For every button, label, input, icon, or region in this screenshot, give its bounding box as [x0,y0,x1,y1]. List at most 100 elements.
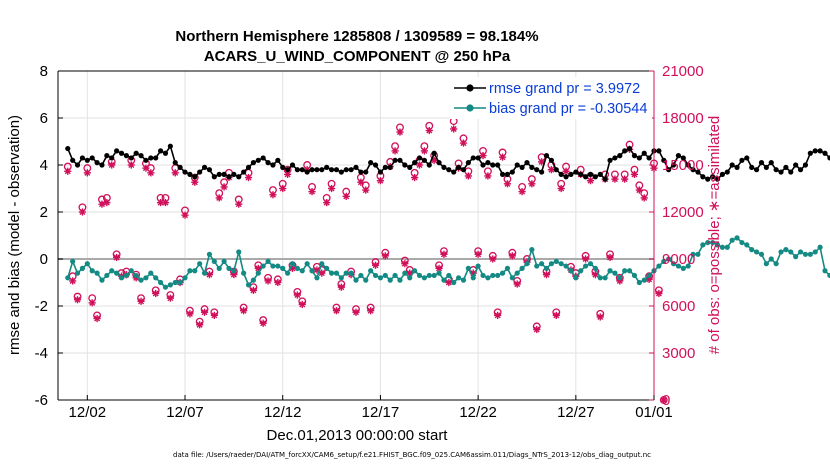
obs-assimilated-marker [635,186,643,194]
bias-point [245,282,252,288]
obs-assimilated-marker [166,294,174,302]
rmse-point [568,171,574,177]
obs-assimilated-stroke [147,169,154,176]
obs-assimilated-marker [557,184,565,193]
obs-assimilated-stroke [250,287,257,294]
obs-assimilated-marker [621,175,629,183]
obs-assimilated-stroke [172,169,179,176]
obs-assimilated-marker [391,147,399,155]
bias-point [333,270,340,276]
obs-assimilated-marker [337,283,345,291]
rmse-point [299,167,305,173]
bias-point [597,275,603,281]
obs-assimilated-stroke [279,185,286,192]
obs-assimilated-stroke [401,260,408,267]
x-tick-label: 12/17 [362,404,400,421]
obs-assimilated-stroke [64,168,71,175]
y-tick-label: -4 [35,345,48,362]
obs-assimilated-marker [210,311,218,319]
bias-point [739,239,745,246]
obs-assimilated-stroke [138,298,145,305]
rmse-point [475,155,481,161]
bias-point [573,275,579,281]
obs-assimilated-marker [108,161,116,169]
obs-assimilated-marker [152,289,160,298]
bias-point [94,270,100,276]
obs-assimilated-stroke [426,127,433,134]
rmse-point [182,169,188,175]
obs-assimilated-stroke [509,252,516,259]
bias-point [553,258,559,264]
rmse-point [690,167,696,173]
rmse-point [275,157,281,163]
obs-assimilated-marker [327,184,336,193]
rmse-point [817,148,823,154]
rmse-point [587,171,594,177]
data-file-footnote: data file: /Users/raeder/DAI/ATM_forcXX/… [173,451,651,459]
rmse-point [465,160,471,166]
rmse-point [543,153,550,159]
obs-assimilated-stroke [74,296,81,303]
bias-point [636,279,642,286]
obs-assimilated-stroke [245,174,252,181]
obs-assimilated-stroke [519,188,526,195]
bias-point [700,242,706,248]
bias-point [499,270,506,276]
obs-assimilated-stroke [416,161,423,169]
bias-point [182,275,188,281]
rmse-point [675,153,682,159]
obs-assimilated-stroke [421,147,428,154]
obs-assimilated-marker [240,307,248,315]
rmse-point [412,160,418,166]
bias-point [436,270,442,276]
rmse-point [153,155,159,161]
rmse-point [192,174,198,180]
bias-point [407,275,413,281]
bias-point [778,249,784,255]
obs-assimilated-marker [445,278,453,287]
bias-point [109,268,115,274]
bias-point [241,270,247,276]
bias-point [543,265,550,271]
obs-assimilated-stroke [499,154,506,161]
rmse-point [504,171,511,177]
rmse-point [485,160,491,166]
obs-assimilated-stroke [631,171,638,178]
bias-point [304,261,310,267]
legend: rmse grand pr = 3.9972 bias grand pr = -… [450,77,652,119]
x-tick-label: 12/27 [557,404,595,421]
bias-point [807,251,813,257]
obs-assimilated-stroke [582,255,589,263]
x-tick-label: 12/02 [69,404,107,421]
obs-assimilated-stroke [206,271,213,278]
obs-assimilated-stroke [211,312,218,319]
bias-point [734,235,740,241]
bias-point [128,268,134,274]
bias-point [558,261,564,267]
rmse-point [612,155,618,161]
obs-assimilated-marker [542,271,551,279]
bias-point [162,284,169,290]
obs-assimilated-stroke [367,307,374,314]
rmse-point [201,164,208,170]
bias-point [793,254,799,260]
rmse-point [382,164,388,170]
rmse-point [490,162,496,168]
obs-assimilated-marker [503,180,512,188]
obs-assimilated-stroke [587,177,594,184]
obs-assimilated-marker [298,300,306,309]
rmse-point [231,171,237,177]
obs-assimilated-marker [498,153,507,161]
bias-point [187,268,193,274]
obs-assimilated-stroke [660,396,667,404]
obs-assimilated-stroke [597,313,604,320]
rmse-point [289,162,296,168]
bias-point [622,268,628,274]
rmse-point [602,176,608,182]
x-tick-label: 01/01 [635,404,673,421]
bias-point [216,265,222,271]
rmse-point [216,171,222,177]
rmse-point [822,150,828,156]
x-tick-label: 12/12 [264,404,302,421]
